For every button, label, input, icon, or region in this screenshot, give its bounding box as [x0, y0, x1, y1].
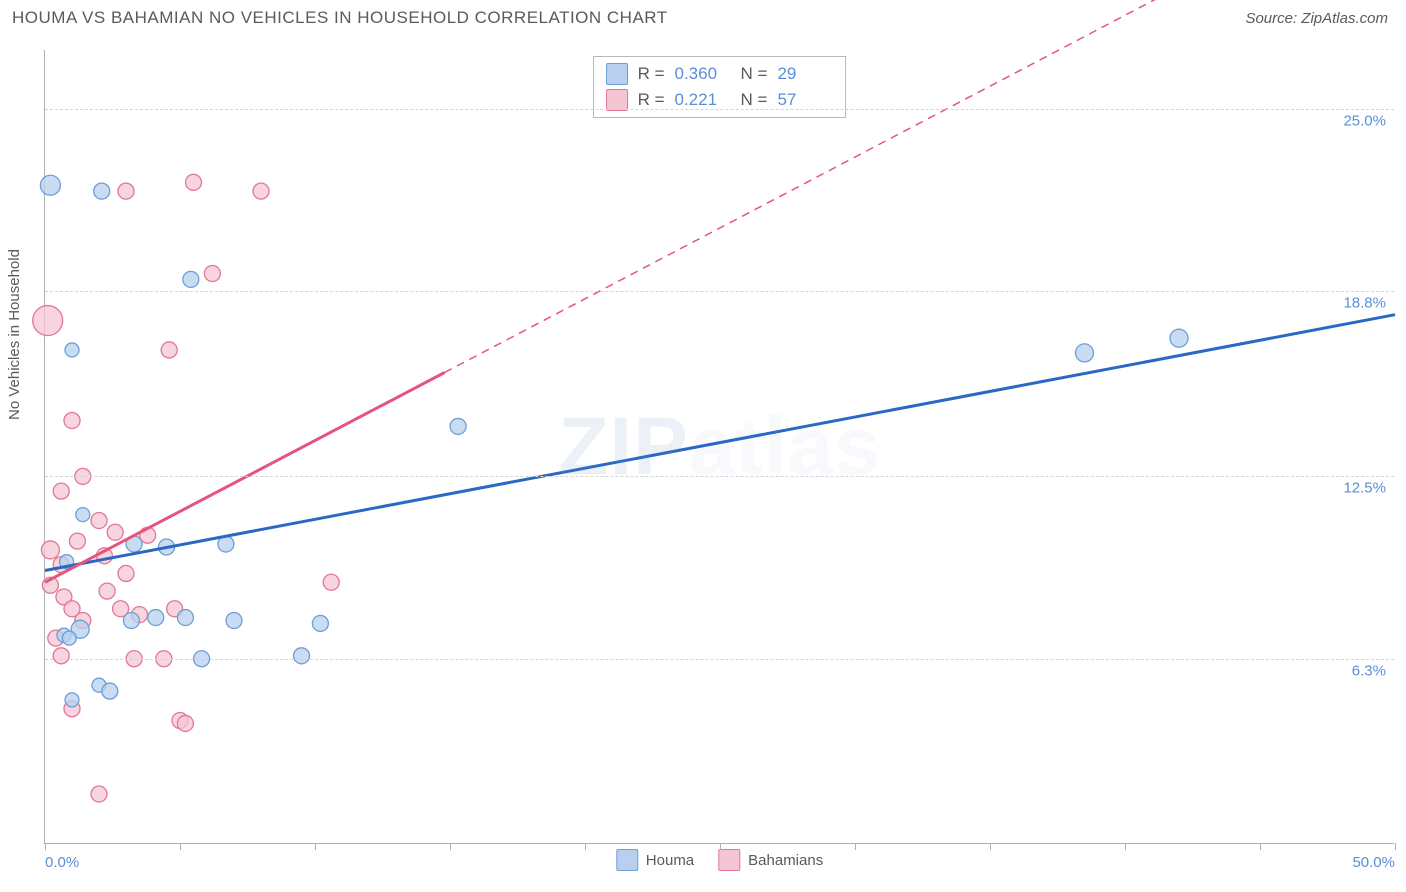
plot-area: ZIPatlas R = 0.360 N = 29 R = 0.221 N = …: [44, 50, 1394, 844]
gridline-h: [45, 659, 1394, 660]
gridline-h: [45, 476, 1394, 477]
stat-n-houma: 29: [777, 64, 833, 84]
stats-row-houma: R = 0.360 N = 29: [606, 61, 834, 87]
gridline-h: [45, 109, 1394, 110]
source-attribution: Source: ZipAtlas.com: [1245, 10, 1388, 27]
legend-swatch-houma: [616, 849, 638, 871]
gridline-h: [45, 291, 1394, 292]
x-tick: [1125, 843, 1126, 850]
legend-item-bahamians: Bahamians: [718, 849, 823, 871]
legend-label-bahamians: Bahamians: [748, 852, 823, 869]
x-tick: [720, 843, 721, 850]
x-tick: [45, 843, 46, 850]
legend-label-houma: Houma: [646, 852, 694, 869]
y-tick-label: 25.0%: [1343, 112, 1386, 129]
swatch-houma: [606, 63, 628, 85]
stat-n-bahamians: 57: [777, 90, 833, 110]
y-tick-label: 18.8%: [1343, 295, 1386, 312]
x-tick: [855, 843, 856, 850]
x-tick-label: 50.0%: [1352, 854, 1395, 871]
stat-r-label: R =: [638, 64, 665, 84]
plot-svg: [45, 50, 1394, 843]
stat-n-label: N =: [741, 90, 768, 110]
chart-title: HOUMA VS BAHAMIAN NO VEHICLES IN HOUSEHO…: [12, 8, 668, 28]
y-tick-label: 6.3%: [1352, 662, 1386, 679]
title-bar: HOUMA VS BAHAMIAN NO VEHICLES IN HOUSEHO…: [0, 0, 1406, 36]
x-tick: [1395, 843, 1396, 850]
legend-item-houma: Houma: [616, 849, 694, 871]
y-axis-label: No Vehicles in Household: [6, 249, 23, 420]
stat-n-label: N =: [741, 64, 768, 84]
y-tick-label: 12.5%: [1343, 480, 1386, 497]
x-tick: [180, 843, 181, 850]
x-tick: [450, 843, 451, 850]
stat-r-bahamians: 0.221: [675, 90, 731, 110]
x-tick: [1260, 843, 1261, 850]
x-tick: [585, 843, 586, 850]
swatch-bahamians: [606, 89, 628, 111]
stat-r-label: R =: [638, 90, 665, 110]
x-tick: [990, 843, 991, 850]
bottom-legend: Houma Bahamians: [616, 849, 823, 871]
x-tick-label: 0.0%: [45, 854, 79, 871]
stat-r-houma: 0.360: [675, 64, 731, 84]
legend-swatch-bahamians: [718, 849, 740, 871]
x-tick: [315, 843, 316, 850]
chart-container: HOUMA VS BAHAMIAN NO VEHICLES IN HOUSEHO…: [0, 0, 1406, 892]
